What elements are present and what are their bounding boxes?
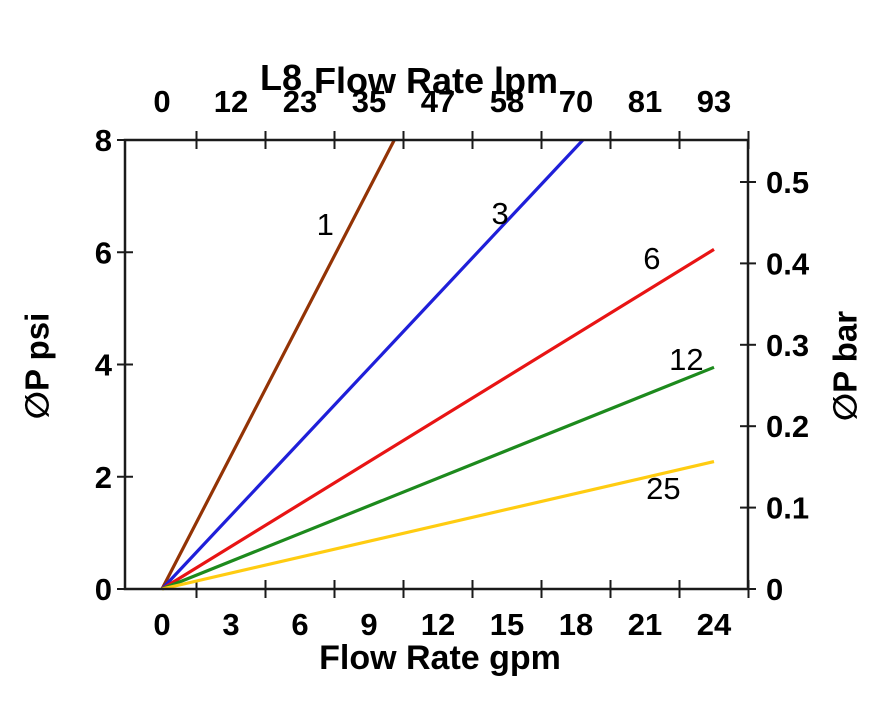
plot-frame — [123, 138, 750, 591]
bottom-axis-tick-label: 3 — [222, 607, 239, 642]
series-label-3: 3 — [491, 196, 508, 231]
left-axis-tick-label: 2 — [95, 460, 112, 495]
bottom-axis-tick-label: 15 — [490, 607, 524, 642]
right-axis-label: ∅P bar — [826, 310, 864, 422]
top-axis-tick-label: 58 — [490, 84, 524, 119]
series-label-25: 25 — [646, 471, 680, 506]
top-axis-tick-label: 70 — [559, 84, 593, 119]
left-axis-tick-label: 0 — [95, 572, 112, 607]
chart-title-model: L8 — [259, 57, 302, 98]
top-axis-tick-label: 23 — [283, 84, 317, 119]
bottom-axis-tick-label: 18 — [559, 607, 593, 642]
series-line-25 — [161, 460, 715, 591]
right-axis-tick-label: 0.4 — [766, 246, 810, 281]
top-axis-tick-label: 0 — [153, 84, 170, 119]
left-axis-tick-label: 8 — [95, 123, 112, 158]
series-label-6: 6 — [643, 241, 660, 276]
left-axis-tick-label: 4 — [95, 348, 113, 383]
top-axis-tick-label: 47 — [421, 84, 455, 119]
right-axis-tick-label: 0.2 — [766, 409, 809, 444]
bottom-axis-tick-label: 9 — [360, 607, 377, 642]
series-line-3 — [160, 138, 585, 591]
chart-title-text: Flow Rate lpm — [313, 60, 559, 101]
right-axis-tick-label: 0 — [766, 572, 783, 607]
chart-title: L8 Flow Rate lpm — [259, 57, 559, 102]
top-axis-tick-label: 12 — [214, 84, 248, 119]
bottom-axis-tick-label: 6 — [291, 607, 308, 642]
right-axis-tick-label: 0.3 — [766, 328, 809, 363]
series-label-12: 12 — [669, 342, 703, 377]
right-axis-tick-label: 0.1 — [766, 491, 809, 526]
top-axis-tick-label: 35 — [352, 84, 386, 119]
left-axis-tick-label: 6 — [95, 235, 112, 270]
series-label-1: 1 — [317, 207, 334, 242]
left-axis-label: ∅P psi — [18, 312, 56, 420]
bottom-axis-tick-label: 24 — [697, 607, 732, 642]
bottom-axis-tick-label: 21 — [628, 607, 662, 642]
series-line-1 — [160, 139, 396, 590]
series-line-6 — [161, 248, 715, 591]
top-axis-tick-label: 81 — [628, 84, 662, 119]
bottom-axis-tick-label: 0 — [153, 607, 170, 642]
series-line-12 — [161, 365, 715, 591]
bottom-axis-tick-label: 12 — [421, 607, 455, 642]
top-axis-tick-label: 93 — [697, 84, 731, 119]
bottom-axis-label: Flow Rate gpm — [319, 639, 561, 677]
right-axis-tick-label: 0.5 — [766, 165, 809, 200]
